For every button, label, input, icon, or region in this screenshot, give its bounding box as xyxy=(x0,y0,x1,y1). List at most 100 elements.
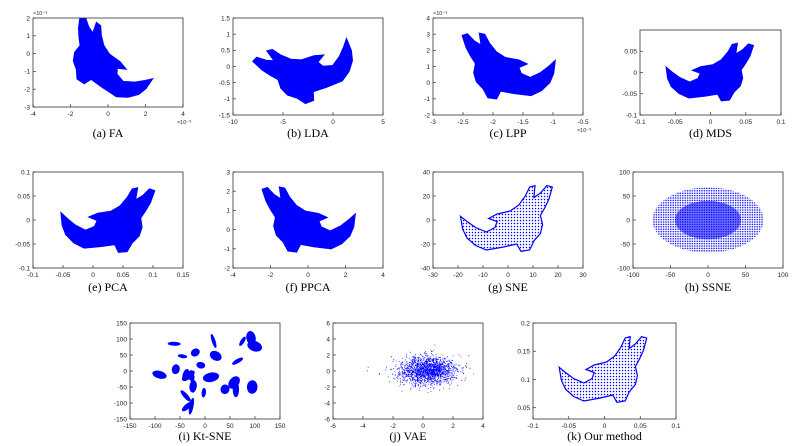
x-tick-label: -1.5 xyxy=(517,119,529,126)
y-tick-label: 100 xyxy=(116,336,127,343)
x-exponent-label: ×10⁻³ xyxy=(577,128,591,134)
points-b xyxy=(252,36,354,105)
cluster xyxy=(220,384,230,395)
points-f xyxy=(261,186,356,253)
cluster xyxy=(201,387,207,398)
point-cloud xyxy=(665,42,755,102)
x-tick-label: 2 xyxy=(451,423,455,430)
y-tick-label: 4 xyxy=(426,15,430,22)
y-tick-label: -40 xyxy=(421,265,431,272)
y-tick-label: -0.1 xyxy=(19,265,31,272)
x-tick-label: 4 xyxy=(381,272,385,279)
points-k xyxy=(558,335,648,404)
y-tick-label: 0 xyxy=(426,217,430,224)
x-tick-label: -150 xyxy=(123,423,136,430)
points-i xyxy=(152,331,263,415)
point-cloud xyxy=(461,32,556,100)
x-tick-label: 0 xyxy=(91,272,95,279)
point-cloud xyxy=(60,187,156,253)
plot-frame-i xyxy=(129,322,281,420)
x-tick-label: -50 xyxy=(175,423,185,430)
subplot-caption: (g) SNE xyxy=(488,280,528,294)
y-tick-label: 0 xyxy=(626,217,630,224)
y-tick-label: -2 xyxy=(424,112,430,119)
y-tick-label: -100 xyxy=(114,400,127,407)
points-d xyxy=(665,42,755,102)
y-tick-label: -2 xyxy=(24,87,30,94)
cluster xyxy=(189,380,197,393)
point-cloud xyxy=(72,18,154,98)
x-tick-label: 2 xyxy=(144,111,148,118)
subplot-caption: (f) PPCA xyxy=(285,280,330,294)
points-a xyxy=(72,18,154,98)
x-tick-label: -2 xyxy=(490,119,496,126)
subplot-b: -10 -5 0 5 -1.5 -1 -0.5 0 0.5 1 1.5 (b) LDA xyxy=(219,15,385,140)
x-tick-label: 50 xyxy=(742,272,750,279)
y-tick-label: 0 xyxy=(633,70,637,77)
point-cloud xyxy=(366,344,475,393)
subplot-caption: (e) PCA xyxy=(88,280,128,294)
y-tick-label: -4 xyxy=(324,400,330,407)
x-tick-label: -2 xyxy=(68,111,74,118)
points-e xyxy=(60,187,156,253)
cluster xyxy=(177,354,188,359)
y-tick-label: 0.05 xyxy=(624,49,637,56)
x-tick-label: -4 xyxy=(360,423,366,430)
x-tick-label: 0 xyxy=(306,272,310,279)
y-tick-label: 1.5 xyxy=(221,15,230,22)
subplot-d: -0.1 -0.05 0 0.05 0.1 -0.1 -0.05 0 0.05 (d) MDS xyxy=(622,29,786,140)
subplot-caption: (a) FA xyxy=(93,126,124,140)
cluster xyxy=(181,370,195,381)
subplot-c: -3 -2.5 -2 -1.5 -1 -0.5-2-101234×10⁻³×10⁻³(c)… xyxy=(424,11,591,140)
x-tick-label: 0.1 xyxy=(776,119,785,126)
y-tick-label: 0.1 xyxy=(521,377,530,384)
x-tick-label: 4 xyxy=(181,111,185,118)
y-tick-label: -3 xyxy=(24,104,30,111)
y-tick-label: 150 xyxy=(116,320,127,327)
y-tick-label: -20 xyxy=(421,241,431,248)
points-j xyxy=(366,344,475,393)
x-tick-label: 0 xyxy=(506,272,510,279)
points-h xyxy=(652,187,764,253)
cluster xyxy=(232,357,244,365)
cluster xyxy=(167,341,181,346)
y-tick-label: -2 xyxy=(224,265,230,272)
x-tick-label: 0.1 xyxy=(671,423,680,430)
x-tick-label: 150 xyxy=(275,423,286,430)
y-tick-label: 50 xyxy=(623,193,631,200)
x-tick-label: 0 xyxy=(709,119,713,126)
x-tick-label: -0.1 xyxy=(27,272,39,279)
y-tick-label: 2 xyxy=(226,189,230,196)
cluster xyxy=(209,350,222,361)
y-tick-label: -100 xyxy=(617,265,630,272)
subplot-caption: (c) LPP xyxy=(490,126,527,140)
x-tick-label: 4 xyxy=(481,423,485,430)
x-tick-label: 0 xyxy=(203,423,207,430)
subplot-i: -150 -100 -50 0 50 100 150 -150 -100 -50 0 50 100 150… xyxy=(114,320,286,443)
y-exponent-label: ×10⁻³ xyxy=(33,11,47,17)
y-tick-label: -1 xyxy=(24,69,30,76)
x-tick-label: 50 xyxy=(226,423,234,430)
cluster xyxy=(188,397,195,415)
y-tick-label: -2 xyxy=(324,384,330,391)
x-tick-label: 0 xyxy=(603,423,607,430)
y-tick-label: 20 xyxy=(423,193,431,200)
subplot-caption: (k) Our method xyxy=(567,429,642,443)
y-tick-label: 0 xyxy=(226,227,230,234)
x-tick-label: -2.5 xyxy=(457,119,469,126)
subplot-h: -100 -50 0 50 100 -100 -50 0 50 100 (h) SSNE xyxy=(617,169,789,294)
cluster xyxy=(202,372,220,383)
x-tick-label: -0.05 xyxy=(668,119,683,126)
y-tick-label: 3 xyxy=(426,31,430,38)
y-tick-label: -50 xyxy=(118,384,128,391)
x-tick-label: -0.1 xyxy=(527,423,539,430)
y-tick-label: 0 xyxy=(226,64,230,71)
x-tick-label: 10 xyxy=(529,272,537,279)
points-g xyxy=(459,184,554,253)
x-tick-label: 0.05 xyxy=(117,272,130,279)
x-tick-label: 0.15 xyxy=(177,272,190,279)
y-tick-label: -0.05 xyxy=(15,241,30,248)
cluster xyxy=(190,348,200,357)
subplot-caption: (d) MDS xyxy=(689,126,732,140)
